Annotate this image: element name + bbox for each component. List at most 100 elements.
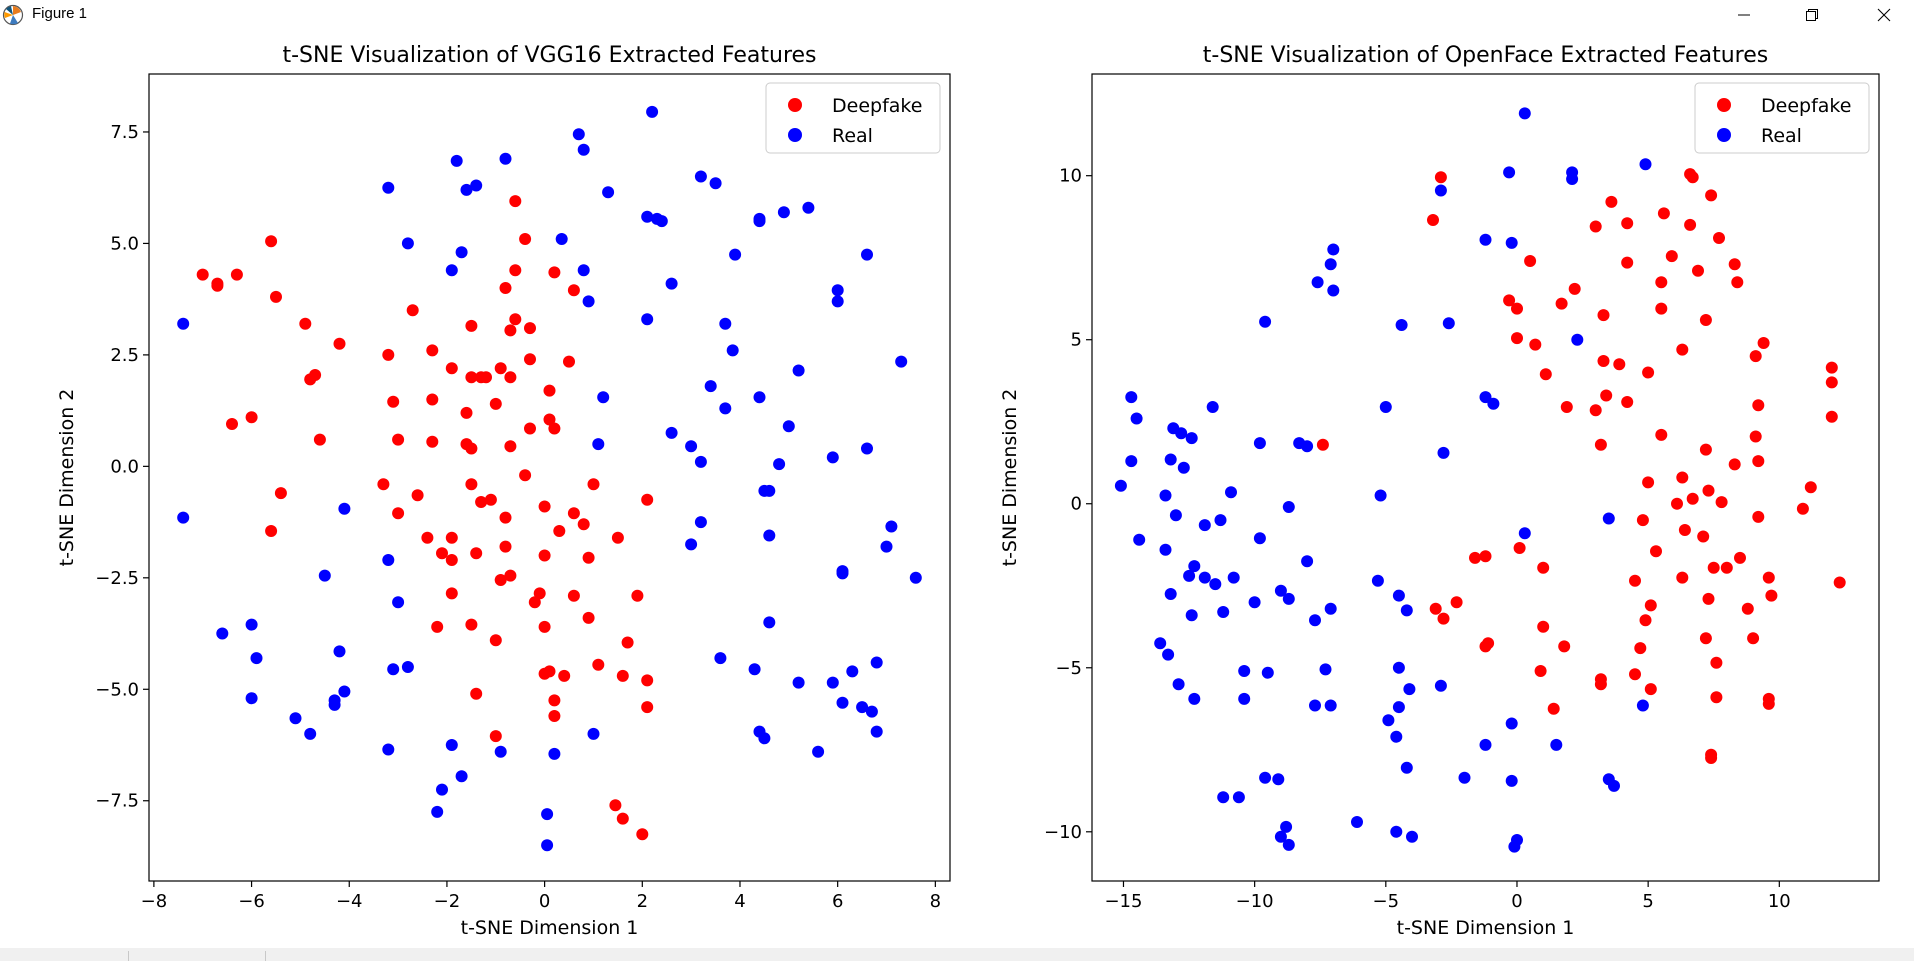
data-point [1589, 404, 1602, 417]
data-point [1505, 236, 1518, 249]
data-point [338, 685, 351, 698]
data-point [726, 344, 739, 357]
data-point [1282, 501, 1295, 513]
data-point [609, 799, 622, 812]
data-point [328, 698, 341, 711]
data-point [909, 571, 922, 584]
data-point [274, 487, 287, 500]
data-point [299, 317, 312, 330]
data-point [1639, 158, 1652, 171]
data-point [1710, 656, 1723, 669]
legend-entry: Real [832, 125, 873, 147]
minimize-button[interactable] [1716, 0, 1772, 30]
y-tick-label: −5 [1055, 658, 1082, 679]
y-tick-label: 10 [1059, 166, 1082, 187]
data-point [602, 186, 615, 199]
data-point [1309, 614, 1321, 627]
data-point [836, 567, 849, 580]
data-point [1699, 443, 1712, 456]
data-point [587, 727, 600, 740]
data-point [567, 284, 580, 297]
data-point [1600, 389, 1613, 402]
data-point [1209, 578, 1222, 591]
data-point [1511, 302, 1523, 315]
data-point [1762, 571, 1775, 584]
data-point [1434, 171, 1447, 184]
data-point [1594, 678, 1607, 691]
data-point [1534, 665, 1547, 677]
data-point [382, 348, 395, 361]
data-point [1511, 332, 1523, 345]
data-point [763, 484, 776, 497]
y-tick-label: −10 [1044, 822, 1082, 843]
data-point [1458, 771, 1471, 784]
data-point [543, 413, 556, 426]
data-point [563, 355, 575, 368]
data-point [421, 531, 434, 544]
data-point [377, 478, 390, 491]
data-point [1602, 512, 1615, 525]
data-point [1605, 195, 1618, 208]
close-button[interactable] [1856, 0, 1912, 30]
data-point [1720, 561, 1733, 574]
data-point [436, 547, 448, 560]
data-point [1796, 502, 1809, 515]
data-point [1259, 315, 1272, 328]
y-axis-label: t-SNE Dimension 2 [56, 389, 78, 567]
data-point [1752, 510, 1765, 523]
data-point [1442, 317, 1455, 330]
data-point [392, 596, 405, 609]
data-point [250, 652, 263, 665]
data-point [475, 496, 488, 508]
data-point [1550, 738, 1563, 751]
data-point [1225, 486, 1237, 499]
data-point [753, 391, 766, 404]
data-point [704, 380, 717, 393]
legend-marker [788, 98, 802, 112]
axes-frame [148, 73, 951, 882]
data-point [1636, 699, 1649, 712]
axes-frame [1091, 73, 1880, 882]
data-point [460, 183, 473, 196]
data-point [577, 143, 590, 156]
data-point [577, 264, 590, 277]
data-point [177, 511, 190, 524]
data-point [1728, 458, 1741, 471]
data-point [245, 618, 258, 631]
data-point [1686, 492, 1699, 505]
data-point [1206, 401, 1219, 413]
data-point [1188, 692, 1201, 705]
data-point [1741, 602, 1754, 615]
data-point [1217, 791, 1230, 804]
data-point [1125, 455, 1138, 468]
data-point [509, 264, 522, 277]
data-point [470, 687, 483, 700]
toolbar-strip [0, 948, 1914, 961]
subplot-1: −8 −6 −4 −2 0 2 4 6 8 −7.5 −5.0 −2.5 0.0 2.5 5.0 7.5 t-S… [56, 43, 951, 939]
data-point [861, 442, 873, 455]
data-point [1324, 699, 1337, 712]
data-point [1217, 606, 1230, 618]
data-point [1400, 604, 1413, 617]
figure-canvas[interactable]: −8 −6 −4 −2 0 2 4 6 8 −7.5 −5.0 −2.5 0.0 2.5 5.0 7.5 t-S… [0, 30, 1914, 948]
data-point [1172, 678, 1185, 691]
maximize-button[interactable] [1784, 0, 1840, 30]
data-point [499, 511, 512, 524]
data-point [226, 418, 238, 430]
data-point [1529, 338, 1542, 351]
data-point [1311, 276, 1324, 289]
data-point [1715, 496, 1728, 509]
data-point [694, 455, 707, 468]
data-point [616, 812, 629, 825]
data-point [548, 422, 561, 435]
x-tick-label: 0 [1511, 891, 1522, 912]
data-point [1324, 258, 1337, 271]
data-point [270, 290, 282, 303]
y-tick-label: −7.5 [95, 791, 139, 812]
x-tick-label: −10 [1236, 891, 1274, 912]
data-point [763, 529, 776, 542]
data-point [541, 808, 554, 821]
data-point [1705, 752, 1718, 764]
data-point [519, 469, 532, 482]
y-tick-label: −2.5 [95, 568, 139, 589]
